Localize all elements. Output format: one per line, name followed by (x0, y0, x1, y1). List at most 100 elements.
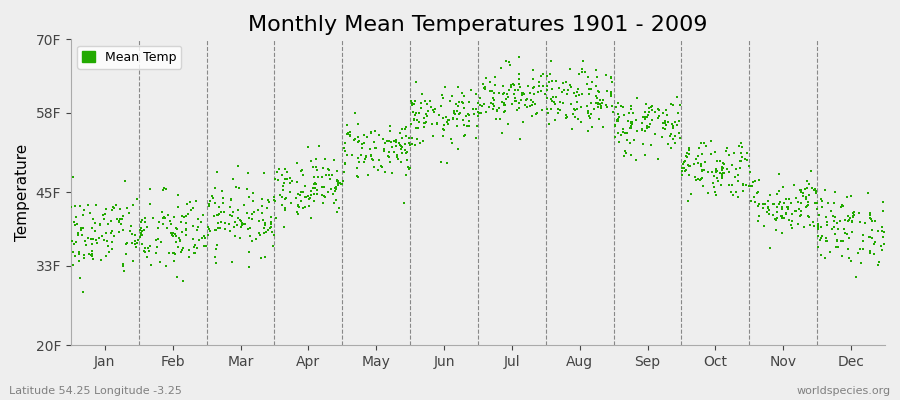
Point (846, 214, 860, 220)
Point (734, 150, 748, 156)
Point (101, 221, 115, 227)
Point (471, 99, 485, 106)
Point (626, 110, 640, 116)
Point (639, 114, 653, 120)
Point (261, 196, 275, 203)
Point (541, 109, 555, 116)
Point (722, 169, 736, 175)
Point (716, 170, 731, 176)
Point (72, 250, 86, 257)
Point (780, 203, 795, 210)
Point (318, 192, 332, 199)
Point (402, 166, 417, 172)
Point (241, 249, 256, 255)
Point (589, 100, 603, 106)
Point (291, 191, 305, 198)
Point (102, 248, 116, 255)
Point (419, 113, 434, 119)
Point (326, 191, 340, 198)
Point (634, 126, 649, 133)
Point (392, 140, 406, 146)
Point (378, 168, 392, 175)
Point (845, 217, 859, 224)
Point (875, 247, 889, 253)
Point (502, 59, 517, 65)
Point (212, 204, 226, 210)
Point (794, 212, 808, 218)
Point (169, 232, 184, 239)
Point (724, 189, 738, 195)
Point (720, 145, 734, 152)
Point (283, 175, 297, 182)
Point (611, 111, 625, 117)
Point (704, 138, 718, 144)
Point (494, 65, 508, 71)
Point (717, 161, 732, 167)
Point (225, 213, 239, 220)
Point (351, 174, 365, 180)
Point (478, 86, 492, 92)
Point (814, 196, 828, 202)
Point (179, 219, 194, 226)
Point (330, 178, 345, 185)
Point (862, 212, 877, 218)
Point (202, 203, 217, 209)
Point (815, 198, 830, 204)
Point (307, 174, 321, 180)
Point (604, 74, 618, 80)
Point (158, 186, 173, 192)
Point (479, 108, 493, 115)
Point (772, 171, 787, 178)
Point (93, 222, 107, 229)
Point (191, 224, 205, 231)
Point (424, 104, 438, 110)
Point (656, 110, 670, 116)
Point (817, 255, 832, 262)
Point (507, 91, 521, 98)
Point (427, 109, 441, 116)
Point (751, 188, 765, 195)
Point (548, 117, 562, 124)
Point (237, 202, 251, 208)
Point (436, 94, 450, 101)
Point (99, 230, 113, 237)
Point (743, 169, 758, 176)
Point (399, 171, 413, 178)
Point (365, 157, 380, 164)
Point (441, 117, 455, 123)
Point (179, 232, 194, 238)
Point (635, 114, 650, 120)
Point (314, 174, 328, 180)
Point (659, 122, 673, 128)
Point (218, 226, 232, 232)
Point (394, 144, 409, 150)
Point (624, 102, 638, 109)
Point (264, 221, 278, 227)
Point (589, 67, 603, 73)
Point (347, 136, 362, 142)
Point (501, 94, 516, 101)
Point (811, 225, 825, 232)
Point (779, 204, 794, 211)
Point (707, 149, 722, 155)
Point (245, 216, 259, 222)
Point (85, 252, 99, 259)
Point (485, 106, 500, 112)
Point (363, 146, 377, 152)
Point (479, 74, 493, 81)
Point (574, 66, 589, 72)
Point (610, 118, 625, 124)
Point (748, 178, 762, 184)
Point (458, 112, 473, 119)
Point (592, 88, 607, 95)
Point (252, 218, 266, 224)
Point (570, 99, 584, 106)
Point (629, 117, 643, 123)
Point (237, 220, 251, 227)
Point (187, 250, 202, 256)
Point (248, 236, 263, 242)
Point (611, 100, 625, 106)
Point (526, 102, 540, 108)
Point (642, 105, 656, 111)
Point (377, 140, 392, 146)
